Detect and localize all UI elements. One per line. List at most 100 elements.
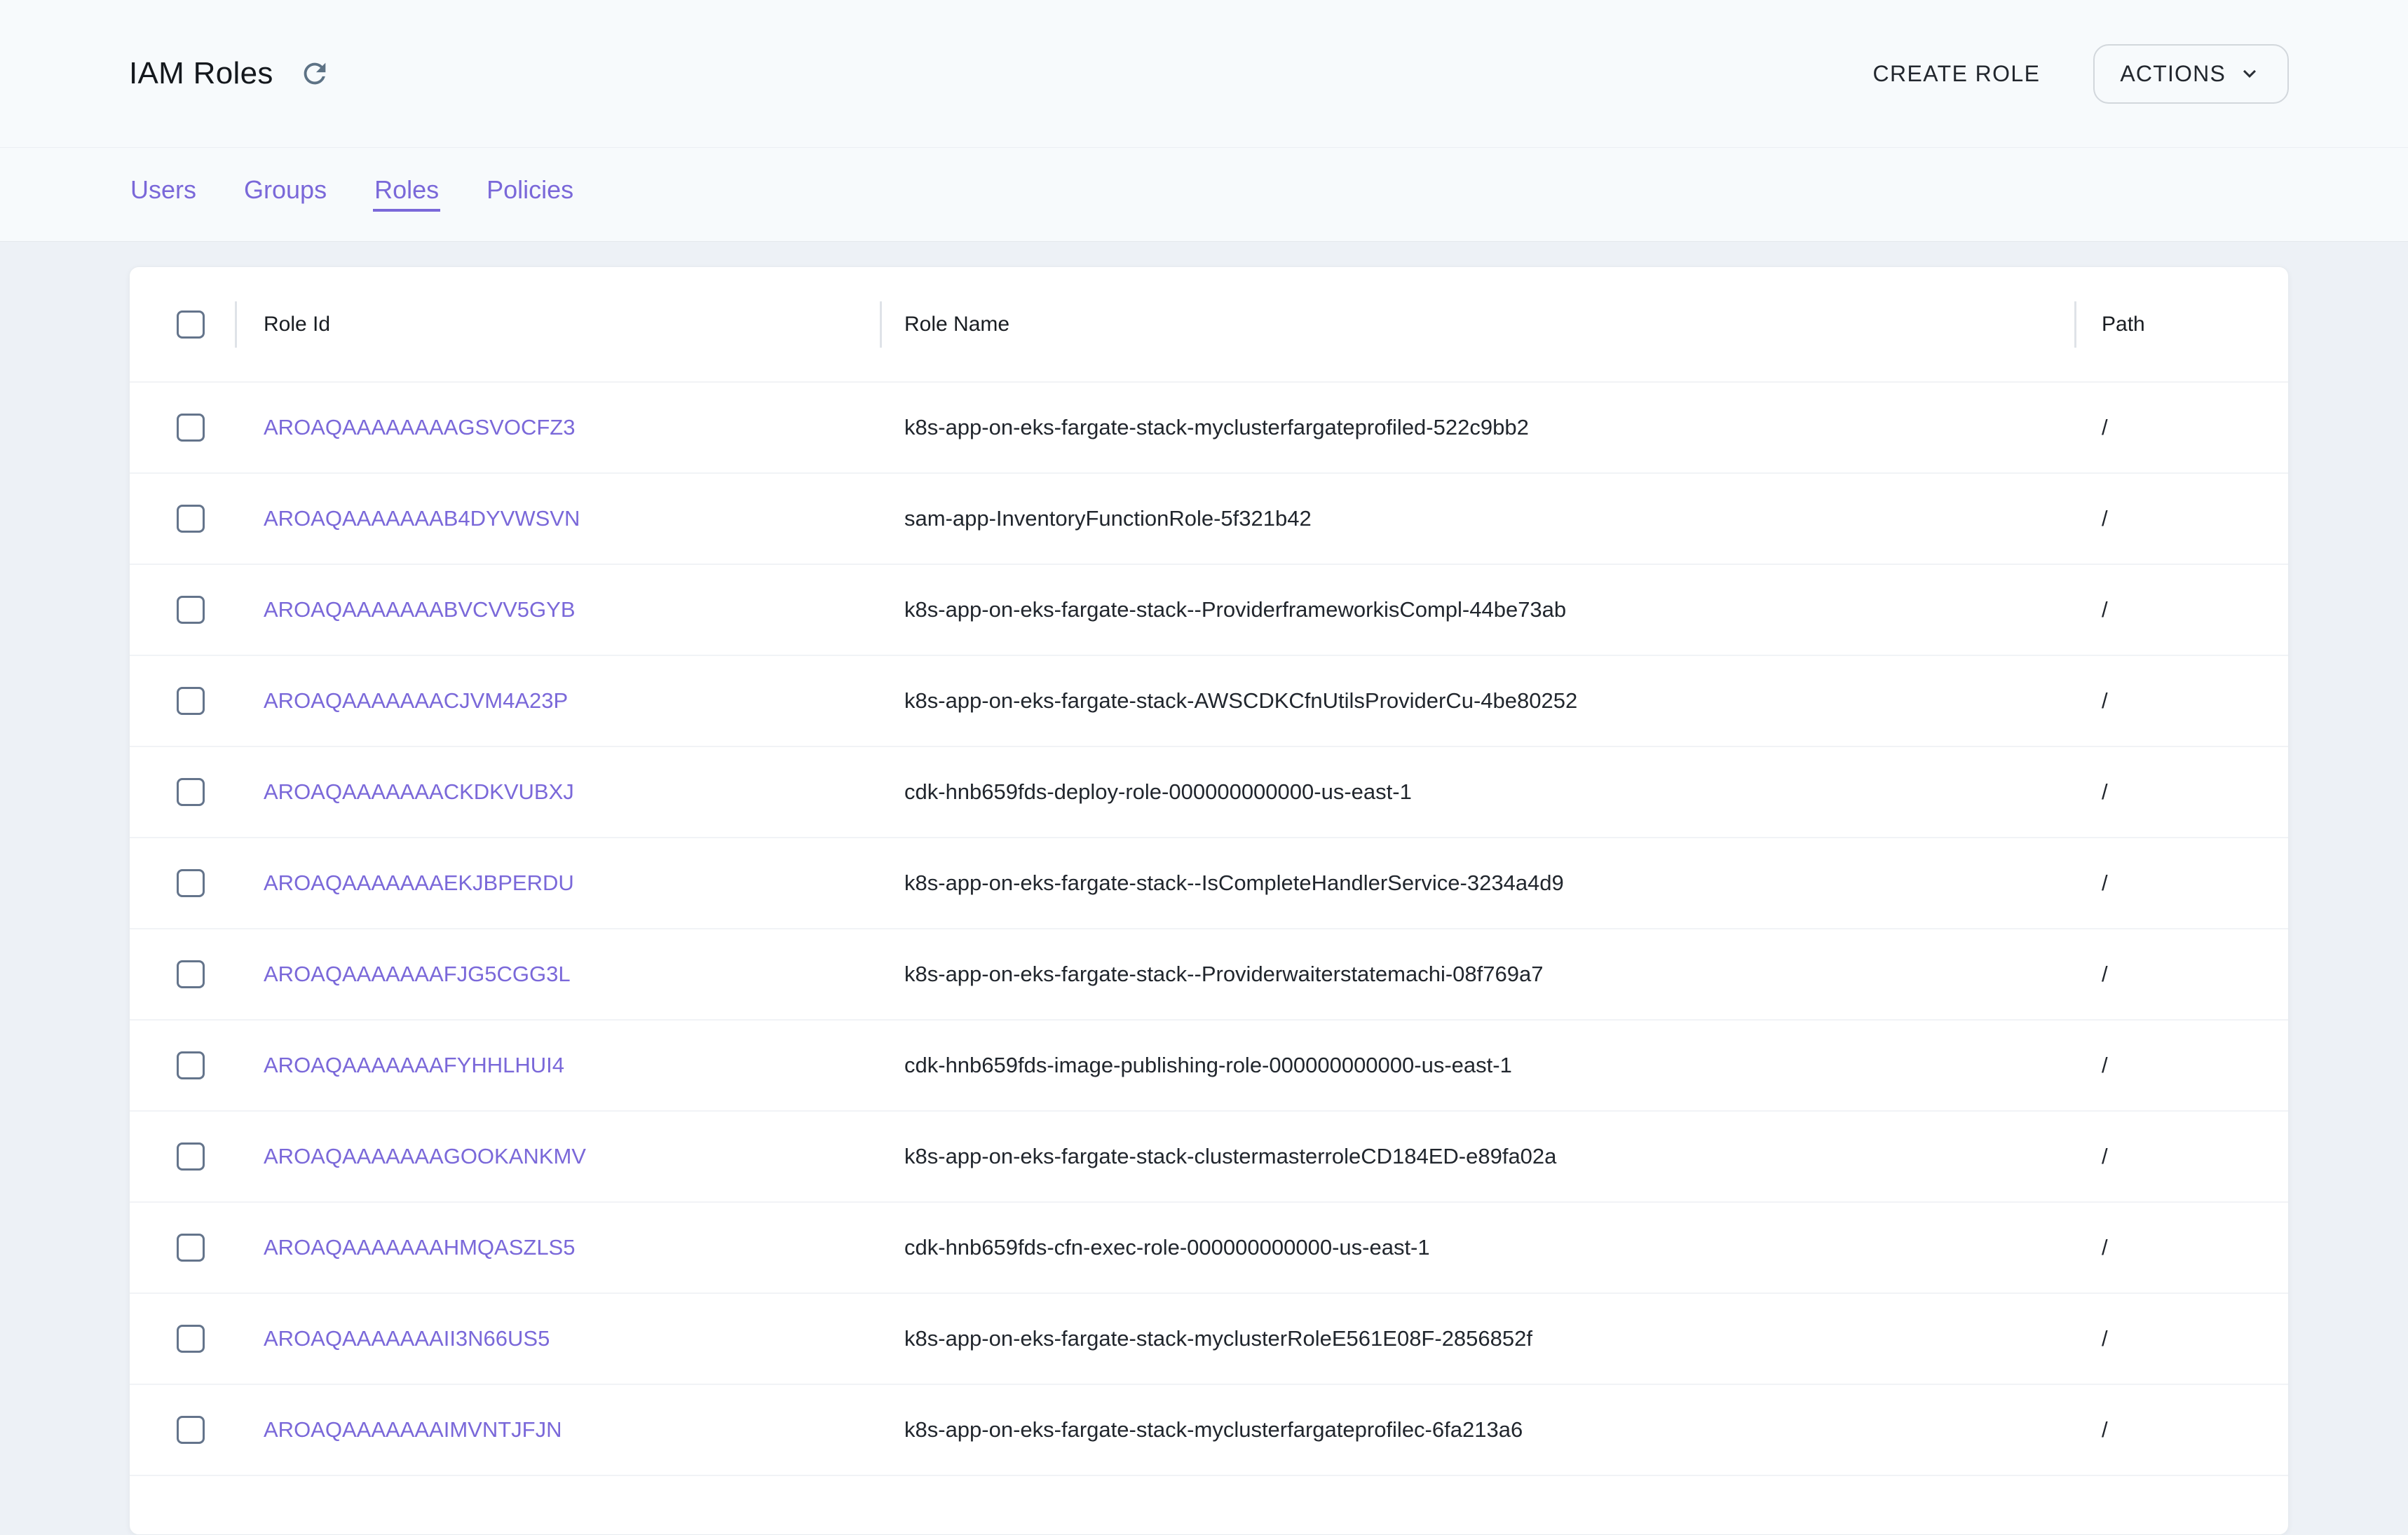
path-cell: / — [2102, 597, 2108, 622]
row-checkbox[interactable] — [177, 505, 205, 533]
role-name-cell: k8s-app-on-eks-fargate-stack--Providerfr… — [904, 597, 1567, 622]
role-id-cell: AROAQAAAAAAACKDKVUBXJ — [235, 779, 880, 805]
tab-policies[interactable]: Policies — [485, 177, 575, 212]
table-body: AROAQAAAAAAAAGSVOCFZ3 k8s-app-on-eks-far… — [130, 383, 2288, 1476]
role-id-cell: AROAQAAAAAAAII3N66US5 — [235, 1326, 880, 1351]
row-checkbox[interactable] — [177, 1416, 205, 1444]
row-checkbox[interactable] — [177, 1325, 205, 1353]
header-checkbox-cell — [130, 310, 235, 339]
row-checkbox[interactable] — [177, 869, 205, 897]
table-row: AROAQAAAAAAABVCVV5GYB k8s-app-on-eks-far… — [130, 565, 2288, 656]
role-id-cell: AROAQAAAAAAAGOOKANKMV — [235, 1144, 880, 1169]
content-area: Role Id Role Name Path AROAQAAAAAAAAGSVO… — [0, 242, 2408, 1535]
actions-button-label: ACTIONS — [2120, 60, 2226, 86]
role-id-link[interactable]: AROAQAAAAAAAII3N66US5 — [264, 1326, 550, 1351]
row-checkbox-cell — [130, 687, 235, 715]
role-name-cell: cdk-hnb659fds-deploy-role-000000000000-u… — [904, 779, 1412, 804]
row-checkbox[interactable] — [177, 778, 205, 806]
iam-tabs: Users Groups Roles Policies — [0, 148, 2408, 242]
row-checkbox-cell — [130, 1142, 235, 1171]
row-checkbox-cell — [130, 778, 235, 806]
path-cell: / — [2102, 962, 2108, 986]
role-id-link[interactable]: AROAQAAAAAAAHMQASZLS5 — [264, 1235, 576, 1260]
row-checkbox-cell — [130, 1051, 235, 1079]
refresh-icon — [299, 57, 331, 90]
title-group: IAM Roles — [129, 56, 331, 91]
row-checkbox[interactable] — [177, 1051, 205, 1079]
table-row: AROAQAAAAAAAB4DYVWSVN sam-app-InventoryF… — [130, 474, 2288, 565]
refresh-button[interactable] — [299, 57, 331, 90]
column-header-path: Path — [2074, 267, 2288, 381]
path-cell: / — [2102, 1235, 2108, 1260]
role-id-link[interactable]: AROAQAAAAAAAFYHHLHUI4 — [264, 1053, 564, 1077]
role-id-link[interactable]: AROAQAAAAAAACKDKVUBXJ — [264, 779, 574, 804]
tab-users[interactable]: Users — [129, 177, 198, 212]
table-row: AROAQAAAAAAAFJG5CGG3L k8s-app-on-eks-far… — [130, 929, 2288, 1021]
path-cell: / — [2102, 1326, 2108, 1351]
select-all-checkbox[interactable] — [177, 310, 205, 339]
role-id-link[interactable]: AROAQAAAAAAACJVM4A23P — [264, 688, 569, 713]
row-checkbox-cell — [130, 1325, 235, 1353]
role-id-link[interactable]: AROAQAAAAAAABVCVV5GYB — [264, 597, 576, 622]
path-cell: / — [2102, 415, 2108, 439]
path-cell: / — [2102, 1144, 2108, 1168]
role-id-link[interactable]: AROAQAAAAAAAFJG5CGG3L — [264, 962, 571, 986]
role-name-cell: k8s-app-on-eks-fargate-stack-AWSCDKCfnUt… — [904, 688, 1578, 713]
chevron-down-icon — [2237, 61, 2262, 86]
role-id-cell: AROAQAAAAAAAB4DYVWSVN — [235, 506, 880, 531]
row-checkbox[interactable] — [177, 596, 205, 624]
header-actions: CREATE ROLE ACTIONS — [1869, 43, 2289, 104]
table-row: AROAQAAAAAAAEKJBPERDU k8s-app-on-eks-far… — [130, 838, 2288, 929]
row-checkbox-cell — [130, 1234, 235, 1262]
table-row: AROAQAAAAAAAHMQASZLS5 cdk-hnb659fds-cfn-… — [130, 1203, 2288, 1294]
row-checkbox[interactable] — [177, 687, 205, 715]
row-checkbox-cell — [130, 414, 235, 442]
role-id-link[interactable]: AROAQAAAAAAAAGSVOCFZ3 — [264, 415, 576, 439]
path-cell: / — [2102, 688, 2108, 713]
row-checkbox-cell — [130, 1416, 235, 1444]
create-role-button[interactable]: CREATE ROLE — [1869, 54, 2045, 94]
path-cell: / — [2102, 506, 2108, 531]
role-id-cell: AROAQAAAAAAAFJG5CGG3L — [235, 962, 880, 987]
path-cell: / — [2102, 1053, 2108, 1077]
role-name-cell: k8s-app-on-eks-fargate-stack--Providerwa… — [904, 962, 1544, 986]
topbar: IAM Roles CREATE ROLE ACTIONS — [0, 0, 2408, 148]
role-name-cell: cdk-hnb659fds-cfn-exec-role-000000000000… — [904, 1235, 1430, 1260]
row-checkbox[interactable] — [177, 414, 205, 442]
role-id-cell: AROAQAAAAAAAIMVNTJFJN — [235, 1417, 880, 1442]
role-id-cell: AROAQAAAAAAAFYHHLHUI4 — [235, 1053, 880, 1078]
page-title: IAM Roles — [129, 56, 273, 90]
role-name-cell: k8s-app-on-eks-fargate-stack-myclusterfa… — [904, 1417, 1523, 1442]
role-id-link[interactable]: AROAQAAAAAAAGOOKANKMV — [264, 1144, 586, 1168]
roles-table-card: Role Id Role Name Path AROAQAAAAAAAAGSVO… — [129, 266, 2289, 1535]
role-name-cell: k8s-app-on-eks-fargate-stack-myclusterRo… — [904, 1326, 1532, 1351]
table-header-row: Role Id Role Name Path — [130, 267, 2288, 383]
table-row: AROAQAAAAAAACJVM4A23P k8s-app-on-eks-far… — [130, 656, 2288, 747]
row-checkbox[interactable] — [177, 960, 205, 988]
row-checkbox-cell — [130, 869, 235, 897]
table-row: AROAQAAAAAAAII3N66US5 k8s-app-on-eks-far… — [130, 1294, 2288, 1385]
row-checkbox-cell — [130, 596, 235, 624]
row-checkbox-cell — [130, 505, 235, 533]
row-checkbox-cell — [130, 960, 235, 988]
role-id-cell: AROAQAAAAAAAEKJBPERDU — [235, 871, 880, 896]
role-id-link[interactable]: AROAQAAAAAAAB4DYVWSVN — [264, 506, 580, 531]
role-id-link[interactable]: AROAQAAAAAAAIMVNTJFJN — [264, 1417, 562, 1442]
table-row: AROAQAAAAAAAFYHHLHUI4 cdk-hnb659fds-imag… — [130, 1021, 2288, 1112]
column-header-role-name: Role Name — [880, 267, 2074, 381]
path-cell: / — [2102, 779, 2108, 804]
role-id-link[interactable]: AROAQAAAAAAAEKJBPERDU — [264, 871, 574, 895]
role-name-cell: k8s-app-on-eks-fargate-stack-clustermast… — [904, 1144, 1557, 1168]
tab-roles[interactable]: Roles — [373, 177, 441, 212]
row-checkbox[interactable] — [177, 1142, 205, 1171]
role-id-cell: AROAQAAAAAAAHMQASZLS5 — [235, 1235, 880, 1260]
path-cell: / — [2102, 1417, 2108, 1442]
table-row: AROAQAAAAAAAAGSVOCFZ3 k8s-app-on-eks-far… — [130, 383, 2288, 474]
row-checkbox[interactable] — [177, 1234, 205, 1262]
role-id-cell: AROAQAAAAAAACJVM4A23P — [235, 688, 880, 714]
role-name-cell: k8s-app-on-eks-fargate-stack--IsComplete… — [904, 871, 1564, 895]
actions-button[interactable]: ACTIONS — [2093, 43, 2289, 104]
role-name-cell: cdk-hnb659fds-image-publishing-role-0000… — [904, 1053, 1512, 1077]
tab-groups[interactable]: Groups — [243, 177, 328, 212]
path-cell: / — [2102, 871, 2108, 895]
